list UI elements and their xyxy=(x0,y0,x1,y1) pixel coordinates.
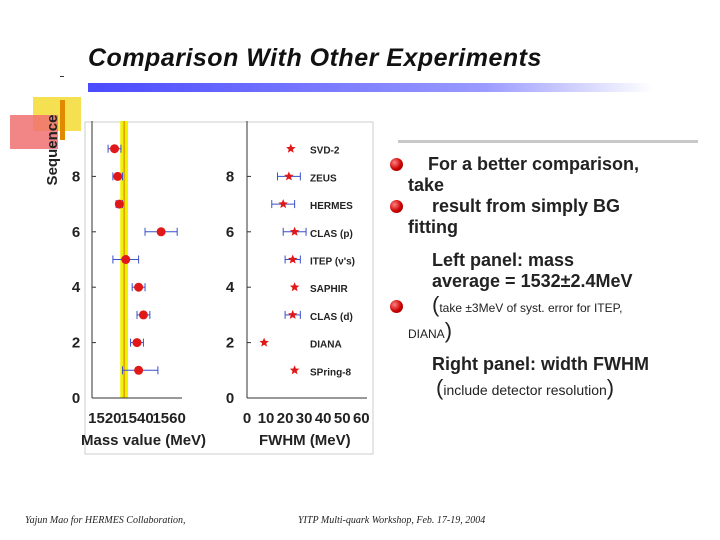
bullet-dot-icon xyxy=(390,158,403,171)
title-underline-bar xyxy=(88,83,653,92)
data-point xyxy=(132,338,142,348)
x-tick-label: 10 xyxy=(258,410,275,427)
point-label: ZEUS xyxy=(310,173,337,184)
x-tick-label: 60 xyxy=(353,410,370,427)
x-tick-label: 0 xyxy=(243,410,251,427)
point-label: HERMES xyxy=(310,201,353,212)
point-label: CLAS (p) xyxy=(310,229,353,240)
bullet-dot-icon xyxy=(390,200,403,213)
data-point-star xyxy=(289,282,300,292)
bullet-line: fitting xyxy=(408,217,458,237)
bullet-dot-icon xyxy=(390,300,403,313)
data-point-star xyxy=(286,143,296,153)
paren-open: ( xyxy=(436,375,444,400)
y-tick-label: 4 xyxy=(226,279,235,296)
deco-square-red xyxy=(10,115,58,149)
point-label: ITEP (ν's) xyxy=(310,257,355,268)
data-point xyxy=(113,171,123,181)
x-tick-label: 1540 xyxy=(120,410,153,427)
paren-open: ( xyxy=(432,292,440,317)
bullet-note: include detector resolution xyxy=(443,382,607,398)
bullet-note: take ±3MeV of syst. error for ITEP, xyxy=(439,301,623,315)
x-tick-label: 30 xyxy=(296,410,313,427)
data-point xyxy=(156,227,166,237)
bullet-line: result from simply BG xyxy=(432,196,621,216)
y-tick-label: 4 xyxy=(72,279,81,296)
point-label: SPring-8 xyxy=(310,367,352,378)
data-point-star xyxy=(289,365,300,375)
data-point-star xyxy=(288,254,298,264)
data-point xyxy=(114,199,124,209)
bullet-comparison: For a better comparison, take xyxy=(390,154,715,196)
bullet-note: DIANA xyxy=(408,327,445,341)
bullet-result: result from simply BG fitting xyxy=(390,196,715,238)
x-tick-label: 1560 xyxy=(152,410,185,427)
x-axis-label: Mass value (MeV) xyxy=(81,432,206,449)
x-tick-label: 40 xyxy=(315,410,332,427)
point-label: CLAS (d) xyxy=(310,312,353,323)
data-point-star xyxy=(284,171,294,181)
bullet-line: Right panel: width FWHM xyxy=(432,354,649,374)
bullet-line: average = 1532±2.4MeV xyxy=(432,271,633,291)
footer-author: Yajun Mao for HERMES Collaboration, xyxy=(25,515,186,526)
bullet-line: take xyxy=(408,175,445,195)
data-point xyxy=(134,282,144,292)
data-point xyxy=(110,144,119,154)
paren-close: ) xyxy=(606,375,615,400)
y-tick-label: 8 xyxy=(226,168,234,185)
y-tick-label: 6 xyxy=(72,224,80,241)
x-tick-label: 50 xyxy=(334,410,351,427)
bullet-list: For a better comparison, take result fro… xyxy=(390,150,715,401)
paren-close: ) xyxy=(444,318,453,343)
bullet-left-panel: Left panel: mass average = 1532±2.4MeV (… xyxy=(390,250,715,344)
point-label: SAPHIR xyxy=(310,284,349,295)
section-divider xyxy=(398,140,698,143)
bullet-line: Left panel: mass xyxy=(432,250,575,270)
chart-frame xyxy=(84,121,374,455)
data-point-star xyxy=(259,337,269,347)
x-tick-label: 1520 xyxy=(88,410,121,427)
y-tick-label: 0 xyxy=(226,390,234,407)
data-point xyxy=(121,255,131,264)
y-tick-label: 2 xyxy=(226,335,234,352)
y-tick-label: 8 xyxy=(72,168,80,185)
y-tick-label: 0 xyxy=(72,390,80,407)
data-point xyxy=(138,310,148,320)
data-point xyxy=(134,365,144,375)
data-point-star xyxy=(289,226,300,236)
y-axis-label: Sequence xyxy=(44,115,61,186)
x-axis-label: FWHM (MeV) xyxy=(259,432,351,449)
slide-title: Comparison With Other Experiments xyxy=(88,44,542,72)
x-tick-label: 20 xyxy=(277,410,294,427)
y-tick-label: 6 xyxy=(226,224,234,241)
deco-bar-orange xyxy=(60,100,65,140)
point-label: SVD-2 xyxy=(310,146,340,157)
footer-event: YITP Multi-quark Workshop, Feb. 17-19, 2… xyxy=(298,515,486,526)
y-tick-label: 2 xyxy=(72,335,80,352)
bullet-right-panel: Right panel: width FWHM (include detecto… xyxy=(390,354,715,401)
data-point-star xyxy=(278,199,288,209)
bullet-line: For a better comparison, xyxy=(428,154,640,174)
point-label: DIANA xyxy=(310,340,342,351)
title-tick-mark xyxy=(60,76,64,77)
data-point-star xyxy=(288,309,298,319)
